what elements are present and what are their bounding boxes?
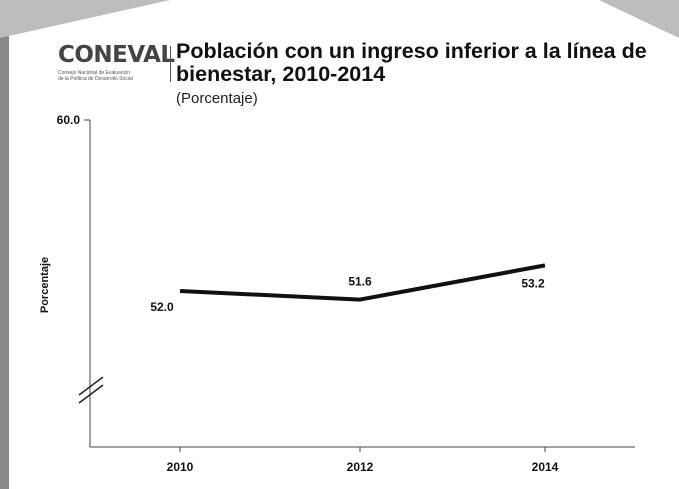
corner-decoration-right [599, 0, 679, 38]
corner-decoration-left [0, 0, 170, 38]
x-tick-label: 2012 [347, 460, 374, 474]
y-tick-label: 60.0 [57, 113, 81, 127]
chart-subtitle: (Porcentaje) [176, 90, 258, 107]
x-tick-label: 2014 [532, 460, 559, 474]
logo-subtitle-1: Consejo Nacional de Evaluación [58, 70, 130, 76]
logo-subtitle-2: de la Política de Desarrollo Social [58, 76, 133, 82]
series-line [179, 263, 546, 302]
chart-title: Población con un ingreso inferior a la l… [176, 39, 647, 86]
x-tick-label: 2010 [167, 460, 194, 474]
title-separator [170, 46, 171, 82]
coneval-logo: CONEVAL Consejo Nacional de Evaluación d… [58, 42, 175, 84]
axis-break-mark-2 [78, 384, 104, 404]
data-label: 51.6 [348, 275, 372, 289]
data-label: 53.2 [521, 276, 545, 290]
axis-break-mark-1 [78, 376, 104, 396]
logo-word: CONEVAL [58, 42, 175, 68]
data-label: 52.0 [150, 300, 174, 314]
left-border-bar [0, 0, 9, 489]
